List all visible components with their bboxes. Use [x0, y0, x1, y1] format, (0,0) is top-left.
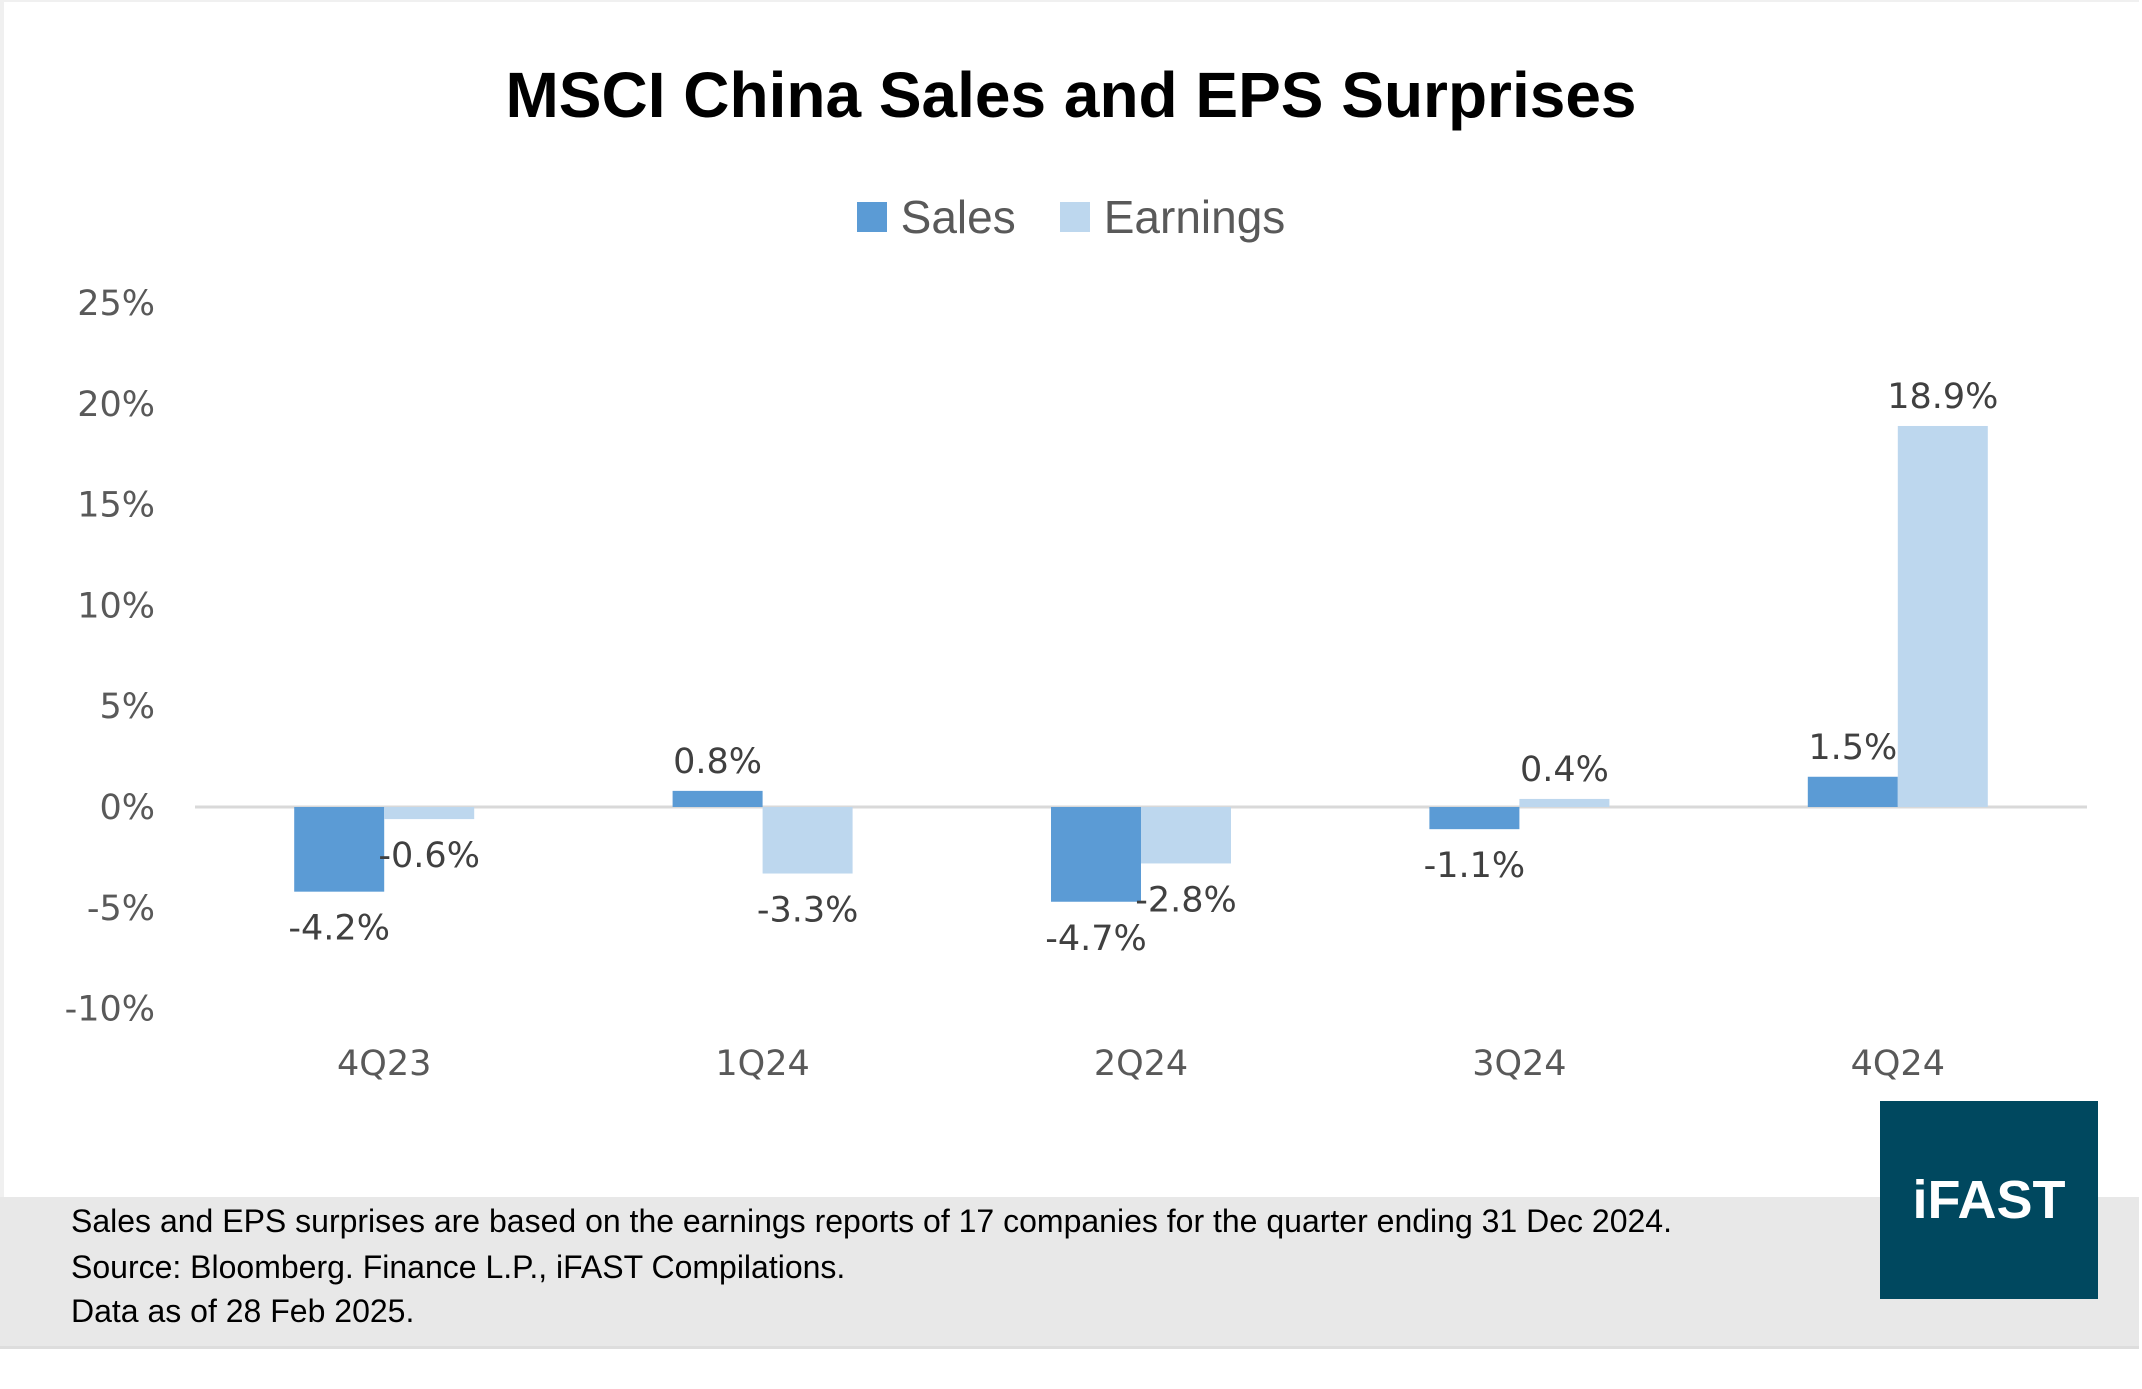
x-tick-label: 4Q23	[337, 1044, 431, 1084]
y-tick-label: 25%	[77, 284, 155, 324]
bar-sales	[1051, 807, 1141, 902]
data-label: 1.5%	[1808, 728, 1897, 768]
data-label: 0.8%	[673, 742, 762, 782]
legend: Sales Earnings	[0, 190, 2142, 244]
legend-label-earnings: Earnings	[1103, 191, 1286, 243]
x-tick-label: 2Q24	[1094, 1044, 1188, 1084]
source-line: Source: Bloomberg. Finance L.P., iFAST C…	[71, 1249, 846, 1285]
bar-earnings	[384, 807, 475, 820]
footnote-line: Sales and EPS surprises are based on the…	[71, 1203, 1672, 1239]
data-label: 0.4%	[1520, 750, 1609, 790]
bar-earnings	[1141, 807, 1231, 864]
y-tick-label: 10%	[77, 586, 155, 626]
legend-swatch-sales	[856, 202, 887, 232]
chart-frame	[0, 0, 2139, 1346]
bar-sales	[1429, 807, 1520, 830]
data-label: -3.3%	[757, 891, 859, 931]
y-tick-label: -10%	[65, 990, 155, 1030]
x-tick-label: 1Q24	[715, 1044, 809, 1084]
legend-item-earnings: Earnings	[1059, 190, 1286, 244]
bar-sales	[672, 790, 763, 807]
y-tick-label: 0%	[99, 788, 155, 828]
bar-sales	[294, 807, 385, 892]
y-tick-label: 20%	[77, 385, 155, 425]
legend-swatch-earnings	[1059, 202, 1090, 232]
chart-title: MSCI China Sales and EPS Surprises	[505, 59, 1637, 131]
y-tick-label: 5%	[99, 687, 155, 727]
bar-earnings	[1897, 425, 1988, 807]
data-label: -4.2%	[288, 909, 390, 949]
data-label: 18.9%	[1887, 377, 1998, 417]
y-tick-label: -5%	[87, 889, 155, 929]
legend-label-sales: Sales	[900, 191, 1016, 243]
footer-notes: Sales and EPS surprises are based on the…	[0, 1197, 2139, 1349]
data-label: -1.1%	[1424, 846, 1526, 886]
bar-sales	[1807, 776, 1898, 807]
x-tick-label: 4Q24	[1851, 1044, 1945, 1084]
bar-earnings	[1519, 798, 1610, 807]
data-label: -0.6%	[378, 836, 480, 876]
ifast-logo: iFAST	[1880, 1101, 2098, 1299]
date-line: Data as of 28 Feb 2025.	[71, 1293, 415, 1329]
legend-item-sales: Sales	[856, 190, 1016, 244]
data-label: -2.8%	[1135, 880, 1237, 920]
bar-earnings	[762, 807, 853, 874]
data-label: -4.7%	[1045, 919, 1147, 959]
y-tick-label: 15%	[77, 486, 155, 526]
bar-chart: 25% 20% 15% 10% 5% 0% -5% -10% 4Q23 -4.2% -0.6% 1Q2…	[65, 284, 2087, 1084]
x-tick-label: 3Q24	[1472, 1044, 1566, 1084]
